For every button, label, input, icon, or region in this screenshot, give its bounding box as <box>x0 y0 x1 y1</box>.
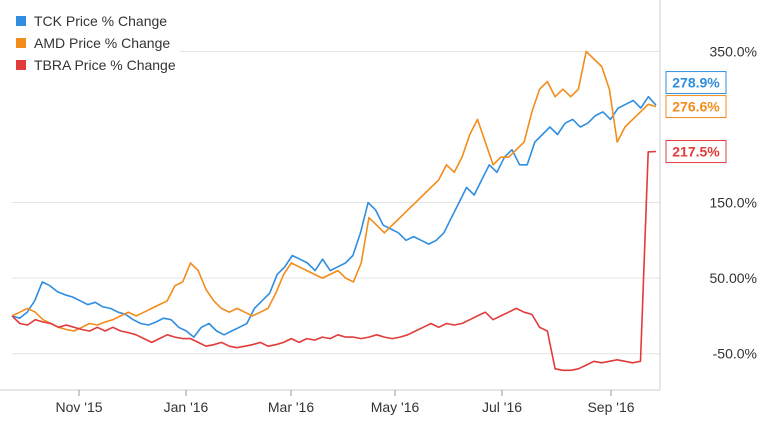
legend-item-tck[interactable]: TCK Price % Change <box>16 10 176 32</box>
end-label-tck: 278.9% <box>672 75 720 91</box>
legend-label-tck: TCK Price % Change <box>34 13 168 29</box>
legend: TCK Price % Change AMD Price % Change TB… <box>12 8 180 78</box>
x-tick-label-5: Sep '16 <box>587 399 634 415</box>
end-label-box-amd <box>665 95 727 119</box>
legend-label-amd: AMD Price % Change <box>34 35 171 51</box>
series-line-amd <box>11 50 657 332</box>
y-tick-label-0: 350.0% <box>710 43 757 59</box>
x-tick-label-3: May '16 <box>371 399 420 415</box>
y-tick-label-2: 50.00% <box>710 270 757 286</box>
legend-swatch-amd <box>16 38 26 48</box>
series-line-tck <box>11 95 657 338</box>
x-tick-label-2: Mar '16 <box>268 399 314 415</box>
series-line-tbra <box>11 150 657 372</box>
x-tick-label-4: Jul '16 <box>482 399 522 415</box>
legend-item-amd[interactable]: AMD Price % Change <box>16 32 176 54</box>
y-tick-label-3: -50.0% <box>713 346 757 362</box>
x-tick-label-0: Nov '15 <box>55 399 102 415</box>
legend-item-tbra[interactable]: TBRA Price % Change <box>16 54 176 76</box>
end-label-tbra: 217.5% <box>672 144 720 160</box>
end-label-box-tbra <box>665 140 727 164</box>
legend-swatch-tck <box>16 16 26 26</box>
end-label-box-tck <box>665 71 727 95</box>
legend-swatch-tbra <box>16 60 26 70</box>
x-tick-label-1: Jan '16 <box>164 399 209 415</box>
y-tick-label-1: 150.0% <box>710 195 757 211</box>
end-label-amd: 276.6% <box>672 99 720 115</box>
legend-label-tbra: TBRA Price % Change <box>34 57 176 73</box>
